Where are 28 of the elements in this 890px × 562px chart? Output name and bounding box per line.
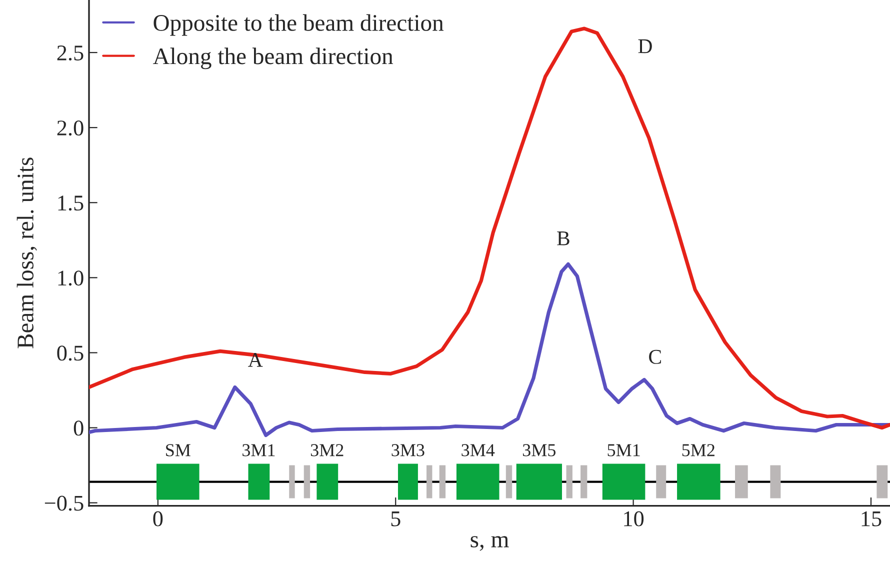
x-axis-title: s, m <box>470 536 509 551</box>
y-tick-label: 2.0 <box>57 120 84 136</box>
annotation: 3M1 <box>242 444 275 456</box>
y-axis-title: Beam loss, rel. units <box>16 158 37 348</box>
annotation: SM <box>166 444 190 456</box>
annotation: 3M5 <box>522 444 556 456</box>
annotation: 3M4 <box>462 444 495 456</box>
y-tick-label: −0.5 <box>44 496 84 511</box>
line-series <box>89 262 890 438</box>
annotation: B <box>557 232 570 246</box>
annotation: 5M2 <box>682 444 714 456</box>
annotation: 3M2 <box>310 444 344 456</box>
x-tick-label: 5 <box>391 512 400 526</box>
legend-label: Along the beam direction <box>152 48 394 70</box>
y-tick-label: 0 <box>74 420 84 436</box>
x-tick-label: 10 <box>624 511 644 526</box>
x-tick-label: 0 <box>153 511 163 526</box>
legend-label: Opposite to the beam direction <box>154 14 444 36</box>
y-tick-label: 0.5 <box>57 346 84 361</box>
annotation: D <box>638 39 652 54</box>
x-tick-label: 15 <box>862 511 882 526</box>
y-tick-label: 2.5 <box>57 46 84 61</box>
annotation: 3M3 <box>392 444 424 456</box>
annotation: A <box>248 352 263 367</box>
y-tick-label: 1.0 <box>58 270 84 286</box>
annotation: 5M1 <box>608 444 640 456</box>
annotation: C <box>649 350 661 364</box>
y-tick-label: 1.5 <box>58 196 84 211</box>
